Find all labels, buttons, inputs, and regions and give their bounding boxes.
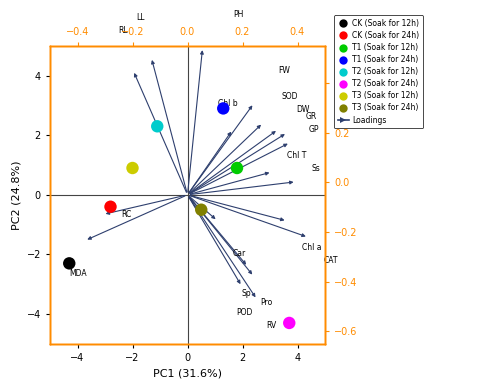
Text: MDA: MDA	[70, 269, 87, 278]
Point	[65, 260, 74, 266]
Text: GR: GR	[306, 112, 316, 121]
Text: Pro: Pro	[260, 298, 272, 308]
Point	[233, 165, 241, 171]
Point	[197, 207, 205, 213]
Text: FW: FW	[278, 66, 290, 75]
Point	[285, 320, 293, 326]
Text: Ss: Ss	[312, 164, 320, 173]
Y-axis label: PC2 (24.8%): PC2 (24.8%)	[11, 160, 21, 230]
Text: LL: LL	[136, 13, 144, 22]
Text: DW: DW	[296, 105, 310, 114]
Text: GP: GP	[308, 125, 319, 134]
Legend: CK (Soak for 12h), CK (Soak for 24h), T1 (Soak for 12h), T1 (Soak for 24h), T2 (: CK (Soak for 12h), CK (Soak for 24h), T1…	[334, 15, 423, 128]
Text: CAT: CAT	[324, 256, 338, 265]
Text: RL: RL	[118, 26, 128, 36]
Text: POD: POD	[236, 308, 252, 317]
Text: RC: RC	[121, 210, 131, 219]
X-axis label: PC1 (31.6%): PC1 (31.6%)	[153, 368, 222, 379]
Point	[128, 165, 136, 171]
Text: Chl T: Chl T	[288, 151, 306, 160]
Point	[153, 123, 161, 129]
Text: Chl a: Chl a	[302, 243, 322, 252]
Text: SOD: SOD	[282, 92, 298, 101]
Text: RV: RV	[266, 321, 276, 330]
Point	[106, 204, 114, 210]
Text: Sp: Sp	[242, 289, 252, 298]
Point	[219, 105, 227, 112]
Text: Chl b: Chl b	[218, 99, 238, 108]
Text: PH: PH	[233, 10, 243, 19]
Text: Car: Car	[233, 249, 246, 258]
